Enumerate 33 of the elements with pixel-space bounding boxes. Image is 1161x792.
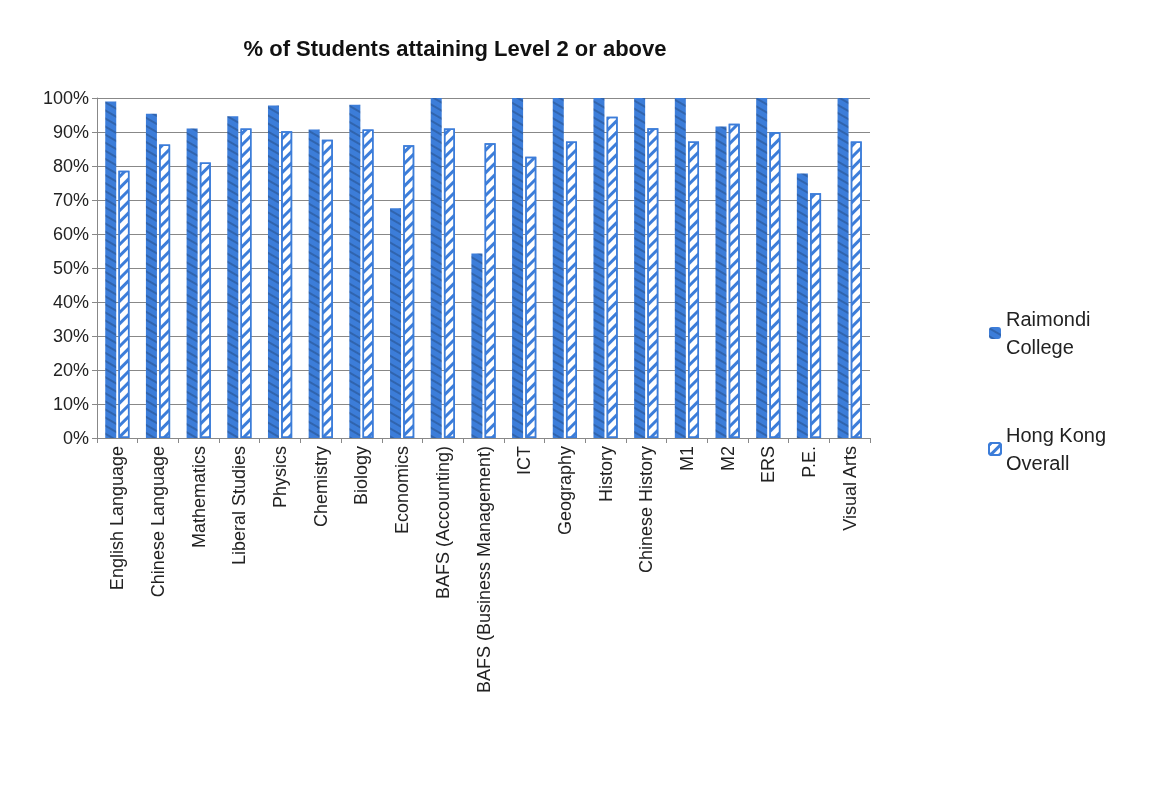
x-tick-label: Physics <box>270 446 291 509</box>
y-tick-label: 0% <box>62 428 89 448</box>
y-tick-label: 10% <box>52 394 89 414</box>
chart-title: % of Students attaining Level 2 or above <box>243 35 667 61</box>
y-tick-label: 70% <box>52 190 89 210</box>
x-tick-label: Visual Arts <box>839 446 860 531</box>
x-tick-label: Chemistry <box>310 446 331 528</box>
y-tick-label: 90% <box>52 122 89 142</box>
y-tick-label: 30% <box>52 326 89 346</box>
x-tick-label: BAFS (Accounting) <box>432 446 453 600</box>
y-tick-label: 50% <box>52 258 89 278</box>
y-tick-label: 100% <box>42 88 89 108</box>
x-tick-label: M1 <box>676 446 697 472</box>
x-tick-label: Geography <box>554 446 575 536</box>
y-tick-label: 80% <box>52 156 89 176</box>
x-tick-label: Economics <box>392 446 413 535</box>
x-tick-label: P.E. <box>798 446 819 478</box>
x-tick-label: BAFS (Business Management) <box>473 446 494 694</box>
y-tick-label: 40% <box>52 292 89 312</box>
x-tick-label: English Language <box>107 446 128 591</box>
x-tick-label: ERS <box>758 446 779 484</box>
y-tick-label: 20% <box>52 360 89 380</box>
x-tick-label: M2 <box>717 446 738 472</box>
x-tick-label: Chinese History <box>636 446 657 574</box>
x-tick-label: Chinese Language <box>148 446 169 598</box>
legend-label: Raimondi College <box>1006 308 1097 358</box>
x-tick-label: Mathematics <box>188 446 209 549</box>
x-tick-label: ICT <box>514 446 535 475</box>
x-tick-label: Liberal Studies <box>229 446 250 566</box>
legend-label: Hong Kong Overall <box>1006 424 1112 474</box>
y-tick-label: 60% <box>52 224 89 244</box>
x-tick-label: Biology <box>351 446 372 506</box>
x-tick-label: History <box>595 446 616 503</box>
